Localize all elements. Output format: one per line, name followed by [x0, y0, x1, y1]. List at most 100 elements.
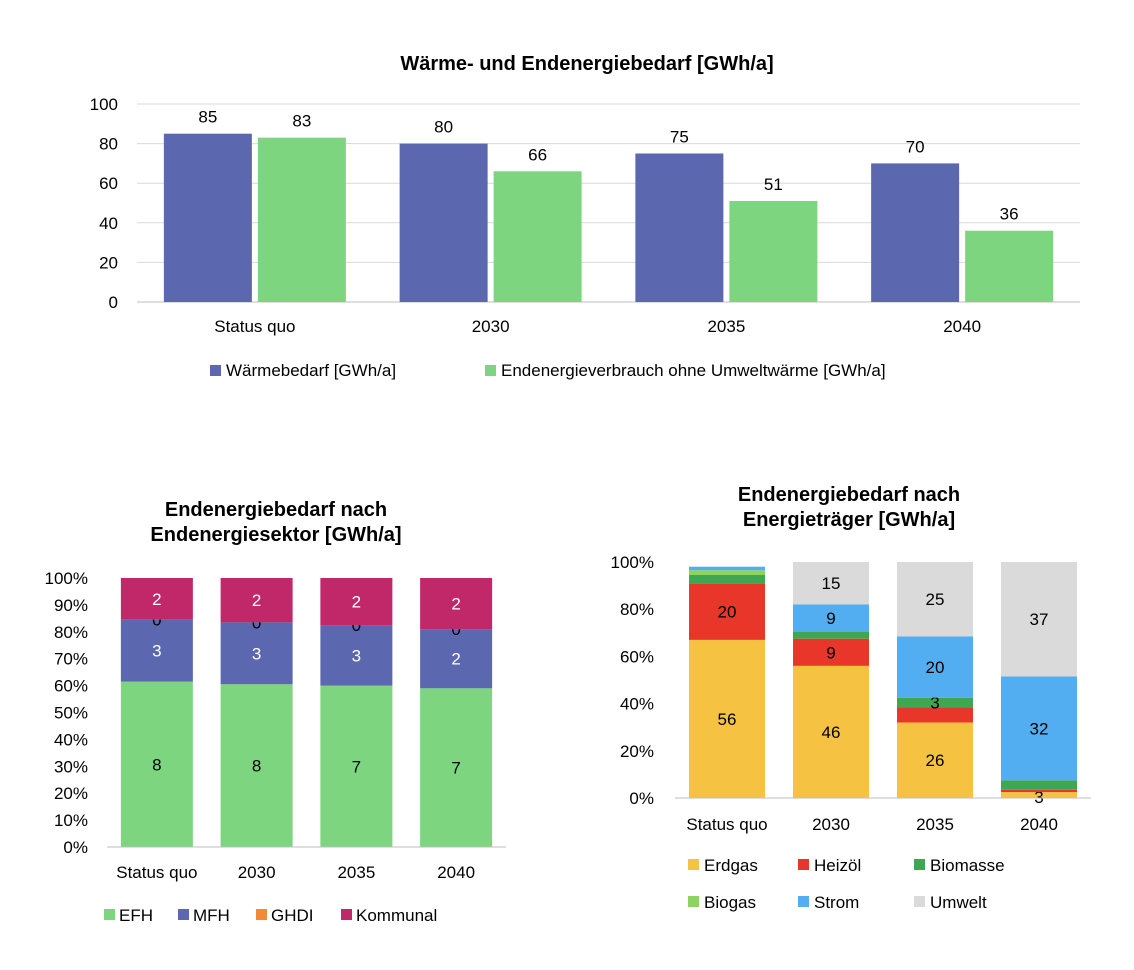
y-tick-label: 80%: [54, 623, 88, 642]
data-label: 75: [670, 128, 689, 147]
data-label: 56: [718, 710, 737, 729]
bar-segment: [1001, 676, 1077, 781]
chart-title: Energieträger [GWh/a]: [743, 509, 955, 531]
data-label: 2: [451, 650, 460, 669]
chart-title: Endenergiebedarf nach: [165, 499, 387, 521]
y-tick-label: 20%: [620, 742, 654, 761]
data-label: 36: [1000, 205, 1019, 224]
bar-segment: [120, 619, 193, 682]
bar: [965, 230, 1054, 302]
data-label: 0: [451, 620, 460, 639]
bar-segment: [1001, 780, 1077, 790]
y-tick-label: 10%: [54, 811, 88, 830]
y-tick-label: 80%: [620, 600, 654, 619]
bar-segment: [320, 625, 393, 686]
data-label: 80: [434, 118, 453, 137]
bar-segment: [120, 681, 193, 847]
bar: [493, 171, 582, 302]
legend-label: Heizöl: [814, 856, 861, 875]
y-tick-label: 40%: [54, 730, 88, 749]
y-tick-label: 40: [99, 214, 118, 233]
data-label: 7: [352, 757, 361, 776]
legend-label: Wärmebedarf [GWh/a]: [226, 361, 396, 380]
data-label: 37: [1030, 610, 1049, 629]
legend-label: Biogas: [704, 893, 756, 912]
chart-title: Endenergiesektor [GWh/a]: [150, 524, 401, 546]
bar-segment: [793, 638, 869, 666]
bar: [635, 153, 724, 302]
legend-label: Umwelt: [930, 893, 987, 912]
legend-label: Kommunal: [356, 906, 437, 925]
y-tick-label: 70%: [54, 650, 88, 669]
bar-segment: [793, 562, 869, 605]
data-label: 32: [1030, 719, 1049, 738]
x-tick-label: Status quo: [686, 815, 767, 834]
y-tick-label: 60%: [54, 677, 88, 696]
bar-segment: [689, 583, 765, 640]
y-tick-label: 80: [99, 135, 118, 154]
bar-segment: [320, 578, 393, 626]
data-label: 46: [822, 723, 841, 742]
legend-swatch: [210, 365, 221, 376]
data-label: 2: [451, 595, 460, 614]
data-label: 51: [764, 175, 783, 194]
y-tick-label: 100%: [45, 569, 88, 588]
y-tick-label: 90%: [54, 596, 88, 615]
bar-segment: [1001, 792, 1077, 798]
legend-swatch: [104, 909, 115, 920]
legend-label: GHDI: [271, 906, 314, 925]
legend-swatch: [688, 859, 699, 870]
bar-segment: [120, 578, 193, 620]
legend-swatch: [914, 896, 925, 907]
data-label: 3: [252, 644, 261, 663]
bar: [163, 133, 252, 302]
y-tick-label: 20%: [54, 784, 88, 803]
bar: [399, 143, 488, 302]
bar-segment: [320, 685, 393, 847]
x-tick-label: 2035: [337, 863, 375, 882]
chart-title: Endenergiebedarf nach: [738, 484, 960, 506]
bar-segment: [420, 629, 493, 689]
data-label: 3: [152, 642, 161, 661]
data-label: 85: [198, 108, 217, 127]
bar: [871, 163, 960, 302]
bar-segment: [220, 684, 293, 847]
data-label: 83: [292, 112, 311, 131]
data-label: 3: [352, 646, 361, 665]
legend-label: Endenergieverbrauch ohne Umweltwärme [GW…: [501, 361, 886, 380]
bar-segment: [420, 578, 493, 630]
data-label: 8: [152, 755, 161, 774]
y-tick-label: 100%: [611, 553, 654, 572]
bar-segment: [420, 688, 493, 847]
x-tick-label: 2030: [472, 317, 510, 336]
data-label: 20: [718, 603, 737, 622]
chart-endenergiesektor: Endenergiebedarf nach Endenergiesektor [G…: [45, 499, 506, 925]
bar-segment: [793, 665, 869, 798]
y-tick-label: 0%: [629, 789, 654, 808]
bar: [257, 137, 346, 302]
x-tick-label: Status quo: [116, 863, 197, 882]
y-tick-label: 100: [90, 95, 118, 114]
bar-segment: [689, 574, 765, 584]
bar: [729, 201, 818, 302]
data-label: 9: [826, 609, 835, 628]
x-tick-label: 2030: [812, 815, 850, 834]
x-tick-label: 2035: [707, 317, 745, 336]
legend-swatch: [914, 859, 925, 870]
data-label: 3: [930, 693, 939, 712]
data-label: 25: [926, 590, 945, 609]
y-tick-label: 60%: [620, 647, 654, 666]
data-label: 2: [352, 593, 361, 612]
y-tick-label: 60: [99, 174, 118, 193]
data-label: 2: [252, 591, 261, 610]
legend-swatch: [341, 909, 352, 920]
bar-segment: [1001, 789, 1077, 793]
data-label: 0: [352, 616, 361, 635]
legend-label: Erdgas: [704, 856, 758, 875]
legend-label: EFH: [119, 906, 153, 925]
legend-swatch: [256, 909, 267, 920]
data-label: 0: [252, 613, 261, 632]
data-label: 9: [826, 643, 835, 662]
data-label: 2: [152, 590, 161, 609]
data-label: 26: [926, 751, 945, 770]
